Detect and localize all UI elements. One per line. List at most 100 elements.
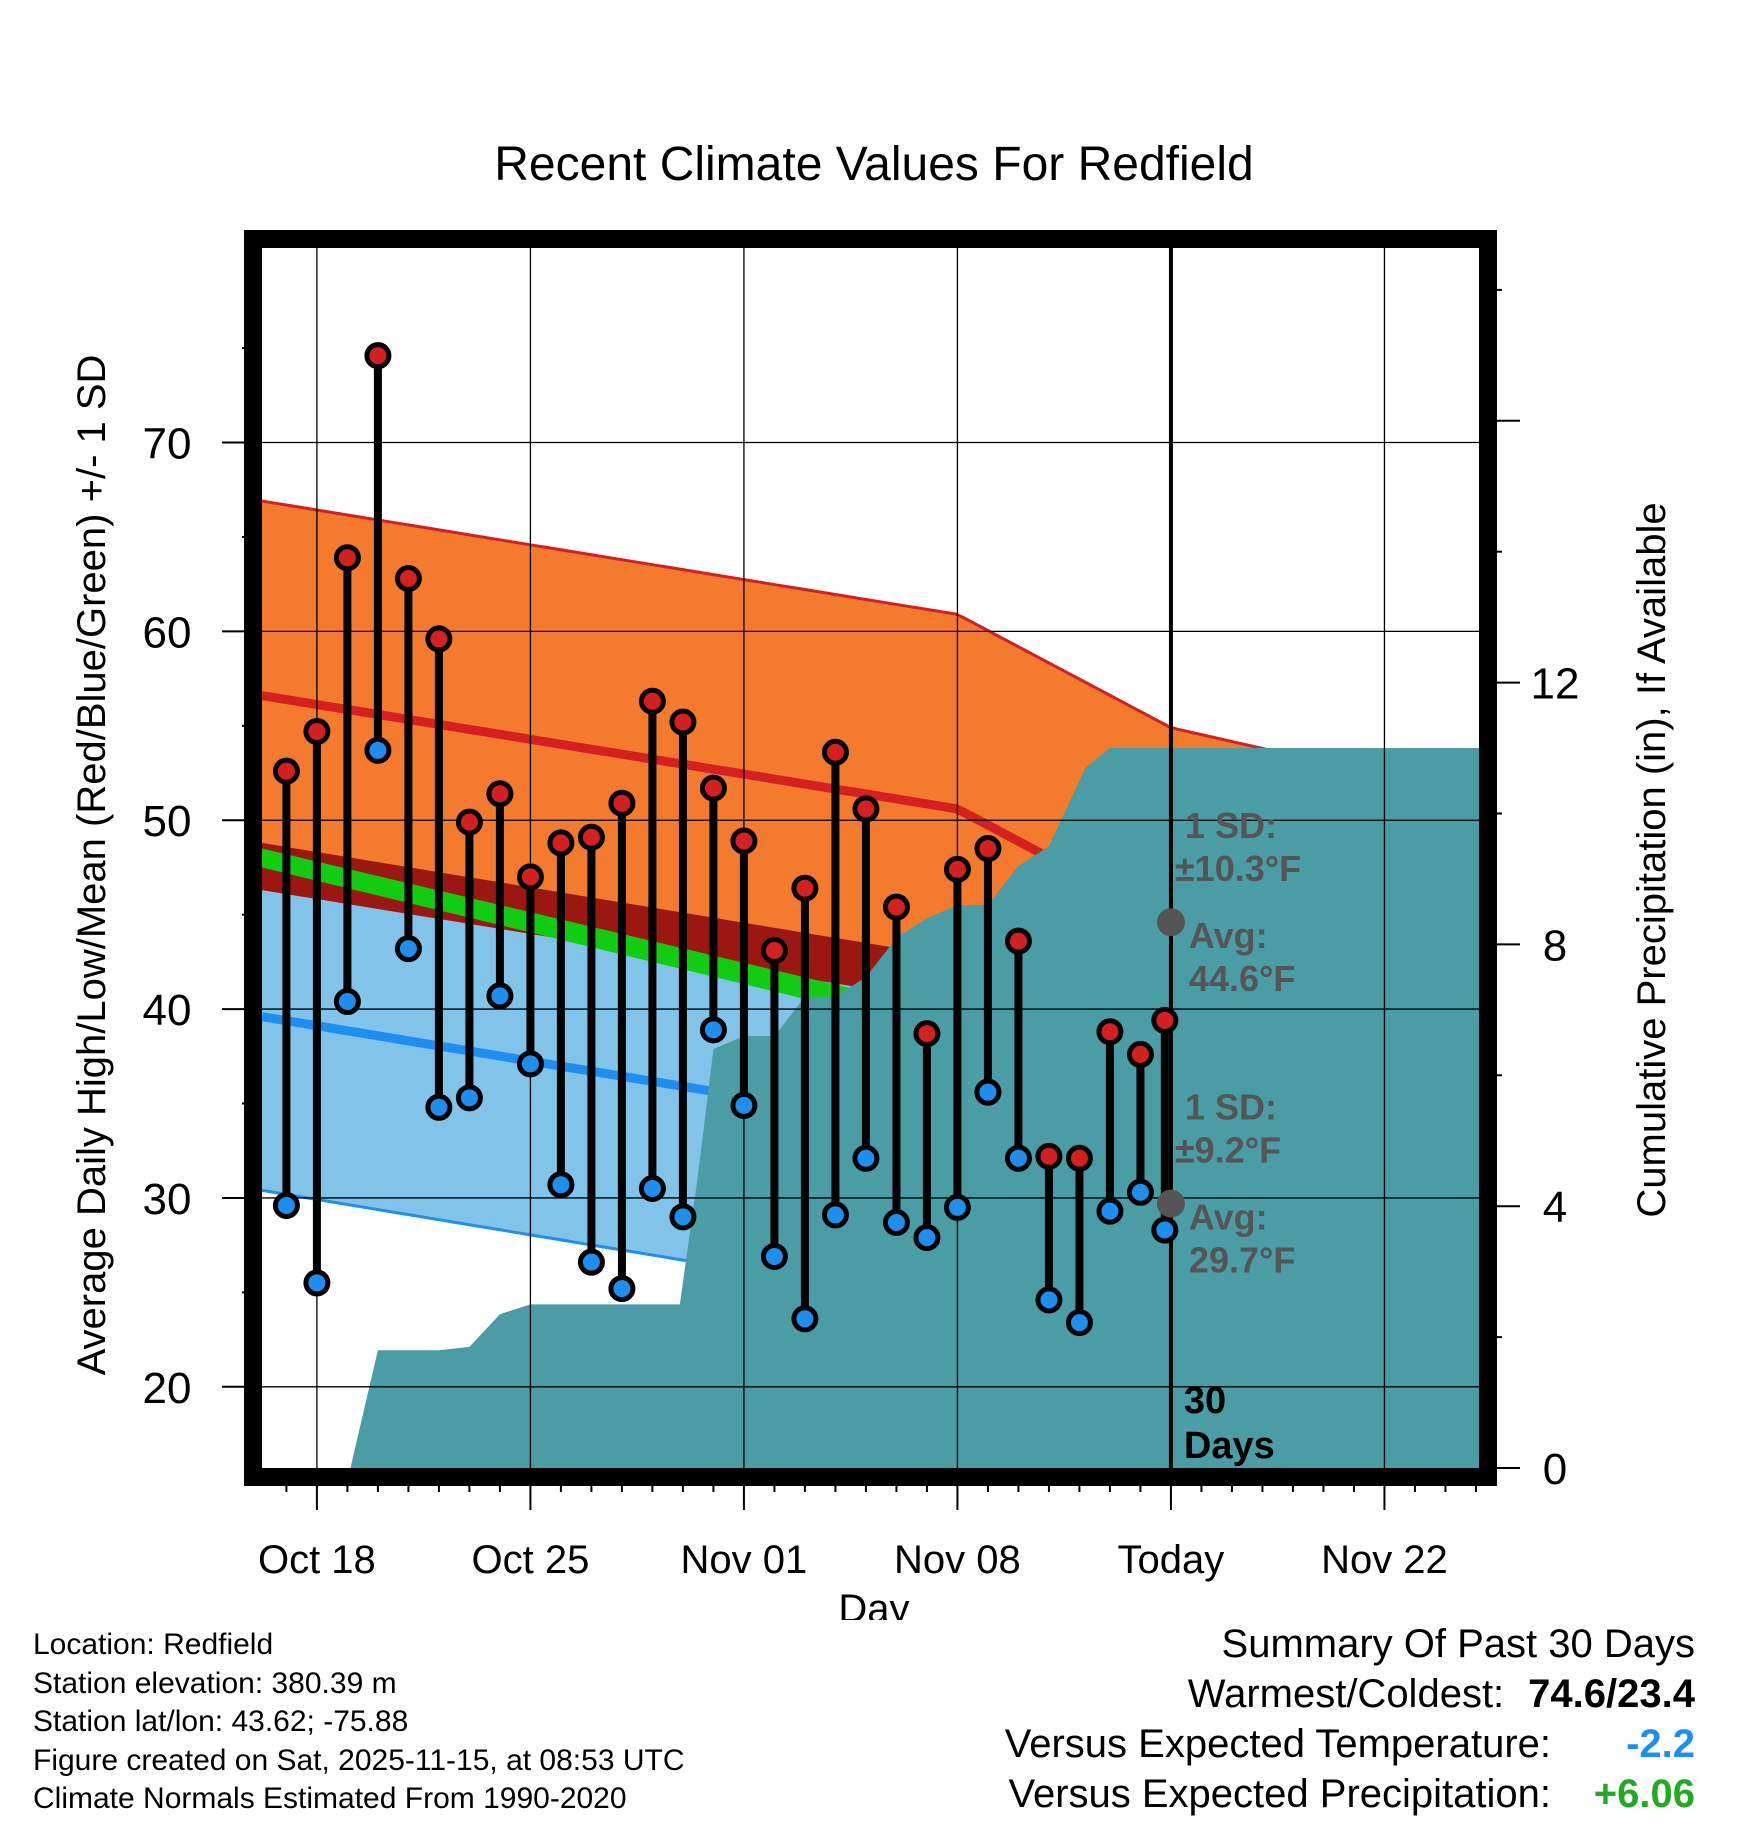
- summary-precip-row: Versus Expected Precipitation: +6.06: [1005, 1769, 1695, 1819]
- daily-high-point: [577, 823, 605, 851]
- daily-low-point: [669, 1203, 697, 1231]
- daily-high-point: [821, 738, 849, 766]
- daily-high-point: [882, 893, 910, 921]
- daily-high-point: [760, 937, 788, 965]
- daily-high-point: [1004, 927, 1032, 955]
- daily-low-point: [547, 1171, 575, 1199]
- normal-sd-value: ±10.3°F: [1175, 848, 1301, 889]
- normal-avg-label: Avg:: [1189, 915, 1268, 956]
- created-text: Figure created on Sat, 2025-11-15, at 08…: [33, 1743, 685, 1777]
- daily-high-point: [1151, 1006, 1179, 1034]
- daily-low-point: [1126, 1178, 1154, 1206]
- latlon-text: Station lat/lon: 43.62; -75.88: [33, 1705, 409, 1738]
- normal-sd-label: 1 SD:: [1185, 1087, 1277, 1128]
- plot-frame: [244, 230, 1497, 1486]
- y-tick-label: 20: [143, 1364, 192, 1413]
- x-tick-label: Nov 08: [894, 1538, 1021, 1582]
- days-window-label: Days: [1184, 1425, 1275, 1467]
- daily-low-point: [608, 1275, 636, 1303]
- precip-label: Versus Expected Precipitation:: [1008, 1772, 1551, 1816]
- daily-low-point: [425, 1093, 453, 1121]
- elevation-text: Station elevation: 380.39 m: [33, 1666, 397, 1700]
- daily-low-point: [882, 1208, 910, 1236]
- daily-low-point: [974, 1078, 1002, 1106]
- daily-low-point: [364, 736, 392, 764]
- daily-high-point: [974, 835, 1002, 863]
- daily-low-point: [852, 1144, 880, 1172]
- daily-low-point: [730, 1091, 758, 1119]
- temp-label: Versus Expected Temperature:: [1004, 1722, 1551, 1766]
- daily-low-point: [455, 1084, 483, 1112]
- y2-tick-label: 12: [1531, 660, 1580, 709]
- warm-cold-label: Warmest/Coldest:: [1187, 1672, 1505, 1716]
- daily-high-point: [486, 780, 514, 808]
- chart-title: Recent Climate Values For Redfield: [494, 138, 1253, 191]
- daily-high-point: [669, 708, 697, 736]
- y-axis-label: Average Daily High/Low/Mean (Red/Blue/Gr…: [70, 355, 114, 1376]
- x-axis-label: Day: [838, 1587, 909, 1620]
- normal-sd-value: ±9.2°F: [1175, 1130, 1281, 1171]
- daily-low-point: [1096, 1197, 1124, 1225]
- daily-low-point: [272, 1191, 300, 1219]
- y2-tick-label: 8: [1543, 921, 1567, 970]
- daily-low-point: [821, 1201, 849, 1229]
- daily-high-point: [425, 625, 453, 653]
- daily-low-point: [486, 982, 514, 1010]
- normals-text: Climate Normals Estimated From 1990-2020: [33, 1782, 627, 1815]
- precip-area: [350, 748, 1479, 1468]
- daily-high-point: [608, 789, 636, 817]
- daily-high-point: [1126, 1040, 1154, 1068]
- summary-warm-cold-row: Warmest/Coldest: 74.6/23.4: [1005, 1669, 1695, 1719]
- daily-low-point: [791, 1305, 819, 1333]
- x-tick-label: Oct 25: [471, 1538, 589, 1582]
- daily-low-point: [394, 935, 422, 963]
- daily-high-point: [852, 795, 880, 823]
- location-text: Location: Redfield: [33, 1628, 274, 1661]
- daily-low-point: [303, 1269, 331, 1297]
- daily-high-point: [516, 863, 544, 891]
- daily-high-point: [791, 874, 819, 902]
- precip-value: +6.06: [1593, 1772, 1695, 1816]
- y-tick-label: 40: [143, 986, 192, 1035]
- daily-low-point: [577, 1248, 605, 1276]
- x-tick-label: Nov 01: [681, 1538, 808, 1582]
- daily-high-point: [1096, 1018, 1124, 1046]
- daily-high-point: [1035, 1142, 1063, 1170]
- daily-high-point: [730, 827, 758, 855]
- normal-avg-marker: [1156, 908, 1185, 937]
- summary-temp-row: Versus Expected Temperature: -2.2: [1005, 1719, 1695, 1769]
- daily-low-point: [913, 1224, 941, 1252]
- daily-low-point: [760, 1242, 788, 1270]
- daily-low-point: [943, 1193, 971, 1221]
- normal-sd-label: 1 SD:: [1185, 805, 1277, 846]
- y2-tick-label: 4: [1543, 1183, 1567, 1232]
- daily-high-point: [913, 1020, 941, 1048]
- y2-tick-label: 0: [1543, 1445, 1567, 1494]
- daily-low-point: [1035, 1286, 1063, 1314]
- daily-low-point: [333, 988, 361, 1016]
- daily-high-point: [943, 855, 971, 883]
- normal-avg-marker: [1156, 1189, 1185, 1218]
- x-tick-label: Today: [1118, 1538, 1225, 1582]
- warm-cold-value: 74.6/23.4: [1528, 1672, 1695, 1716]
- y-tick-label: 60: [143, 608, 192, 657]
- daily-high-point: [364, 342, 392, 370]
- daily-high-point: [699, 774, 727, 802]
- daily-high-point: [638, 687, 666, 715]
- daily-high-point: [547, 829, 575, 857]
- summary-title: Summary Of Past 30 Days: [1221, 1622, 1695, 1666]
- daily-low-point: [699, 1016, 727, 1044]
- daily-high-point: [1065, 1144, 1093, 1172]
- daily-low-point: [638, 1174, 666, 1202]
- y2-axis-label: Cumulative Precipitation (in), If Availa…: [1630, 502, 1674, 1217]
- y-tick-label: 50: [143, 797, 192, 846]
- normal-avg-value: 44.6°F: [1189, 958, 1295, 999]
- y-tick-label: 30: [143, 1175, 192, 1224]
- temp-value: -2.2: [1626, 1722, 1695, 1766]
- daily-high-point: [394, 564, 422, 592]
- daily-low-point: [1065, 1309, 1093, 1337]
- normal-avg-label: Avg:: [1189, 1197, 1268, 1238]
- daily-high-point: [455, 808, 483, 836]
- summary-panel: Summary Of Past 30 Days Warmest/Coldest:…: [1005, 1619, 1695, 1819]
